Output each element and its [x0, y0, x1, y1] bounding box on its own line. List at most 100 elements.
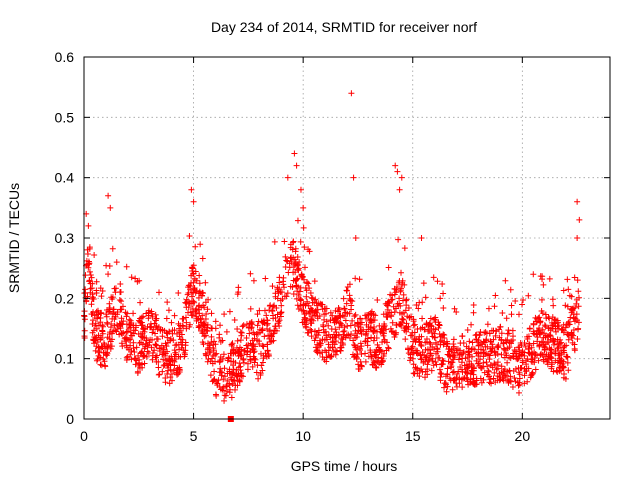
data-point — [565, 321, 572, 328]
data-point — [327, 334, 334, 341]
data-point — [294, 217, 301, 224]
data-point — [246, 330, 253, 337]
data-point — [300, 204, 307, 211]
data-point — [367, 353, 374, 360]
data-point — [358, 330, 365, 337]
data-point — [291, 150, 298, 157]
data-point — [175, 370, 182, 377]
data-point — [88, 301, 95, 308]
data-point — [396, 295, 403, 302]
data-point — [465, 349, 472, 356]
data-point — [228, 358, 235, 365]
data-point — [168, 353, 175, 360]
data-point — [370, 311, 377, 318]
data-point — [238, 329, 245, 336]
data-point — [95, 322, 102, 329]
data-point — [516, 389, 523, 396]
data-point — [571, 274, 578, 281]
data-point — [171, 312, 178, 319]
data-point — [548, 355, 555, 362]
data-point — [554, 340, 561, 347]
data-point — [376, 347, 383, 354]
data-point — [441, 332, 448, 339]
data-point — [373, 335, 380, 342]
data-point — [352, 311, 359, 318]
data-point — [509, 337, 516, 344]
data-point — [496, 374, 503, 381]
data-point — [85, 222, 92, 229]
data-point — [290, 290, 297, 297]
data-point — [207, 372, 214, 379]
data-point — [488, 348, 495, 355]
data-point — [234, 291, 241, 298]
data-point — [120, 318, 127, 325]
data-point — [473, 350, 480, 357]
data-point — [196, 272, 203, 279]
data-point — [467, 379, 474, 386]
data-point — [422, 339, 429, 346]
data-point — [202, 279, 209, 286]
data-point — [295, 267, 302, 274]
data-point — [495, 344, 502, 351]
data-point — [254, 311, 261, 318]
data-point — [197, 315, 204, 322]
data-point — [221, 373, 228, 380]
data-point — [539, 273, 546, 280]
data-point — [574, 235, 581, 241]
data-point — [391, 334, 398, 341]
data-point — [323, 318, 330, 325]
data-point — [246, 320, 253, 327]
data-point — [341, 313, 348, 320]
data-point — [480, 359, 487, 366]
data-point — [490, 327, 497, 334]
data-point — [111, 315, 118, 322]
data-point — [471, 381, 478, 388]
data-point — [106, 335, 113, 342]
data-point — [399, 281, 406, 288]
data-point — [524, 356, 531, 363]
data-point — [462, 369, 469, 376]
data-point — [468, 368, 475, 375]
data-point — [558, 347, 565, 354]
data-point — [276, 317, 283, 324]
data-point — [264, 341, 271, 348]
data-point — [132, 322, 139, 329]
data-point — [307, 290, 314, 297]
data-point — [302, 315, 309, 322]
data-point — [294, 262, 301, 269]
data-point — [450, 356, 457, 363]
data-point — [260, 343, 267, 350]
data-point — [316, 312, 323, 319]
data-point — [193, 287, 200, 294]
data-point — [477, 340, 484, 347]
data-point — [163, 315, 170, 322]
y-tick-label: 0.6 — [55, 49, 75, 65]
data-point — [161, 346, 168, 353]
data-point — [409, 332, 416, 339]
data-point — [229, 381, 236, 388]
data-point — [376, 322, 383, 329]
data-point — [315, 332, 322, 339]
data-point — [109, 245, 116, 252]
data-point — [491, 349, 498, 356]
data-point — [188, 312, 195, 319]
data-point — [437, 295, 444, 302]
data-point — [240, 355, 247, 362]
data-point — [282, 253, 289, 260]
data-point — [394, 300, 401, 307]
data-point — [287, 241, 294, 248]
data-point — [510, 353, 517, 360]
data-point — [469, 367, 476, 374]
data-point — [548, 325, 555, 332]
data-point — [121, 335, 128, 342]
data-point — [98, 293, 105, 300]
data-point — [218, 372, 225, 379]
data-point — [571, 341, 578, 348]
data-point — [183, 319, 190, 326]
data-point — [90, 317, 97, 324]
data-point — [434, 345, 441, 352]
data-point — [546, 275, 553, 282]
data-point — [93, 308, 100, 315]
data-point — [281, 293, 288, 300]
data-point — [504, 369, 511, 376]
